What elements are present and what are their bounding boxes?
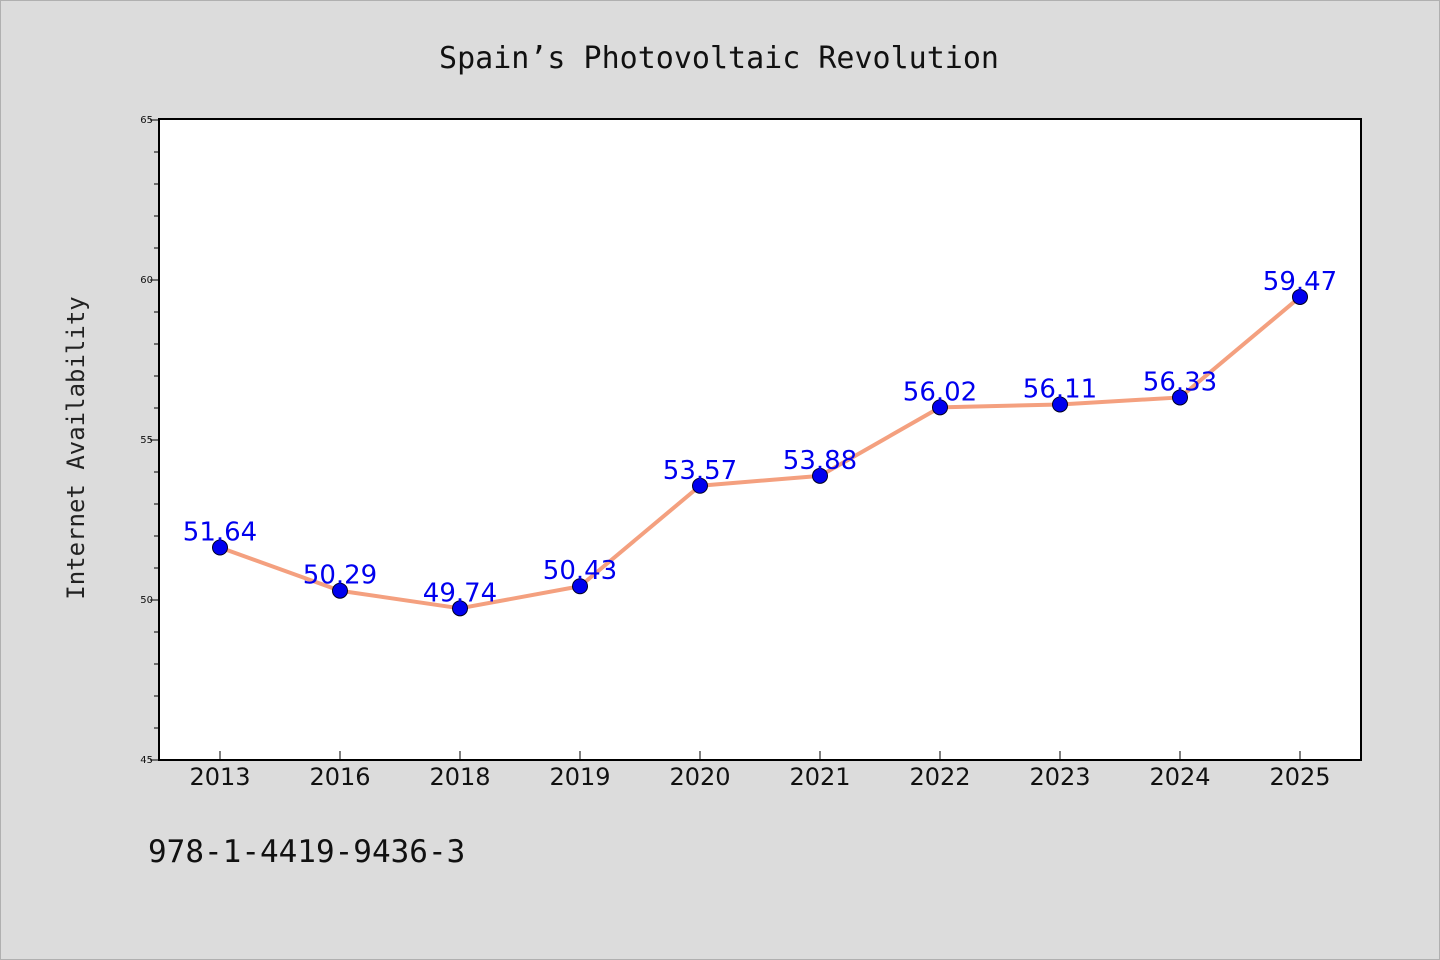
data-label: 49.74: [423, 578, 497, 608]
x-tick-label: 2023: [1029, 763, 1090, 791]
chart-title: Spain’s Photovoltaic Revolution: [439, 41, 999, 76]
data-label: 56.02: [903, 377, 977, 407]
data-points: [212, 288, 1308, 617]
y-tick-labels: 45 50 55 60 65: [140, 115, 153, 766]
data-point: [812, 467, 828, 484]
data-label: 56.33: [1143, 367, 1217, 397]
data-label: 56.11: [1023, 374, 1097, 404]
data-labels: 51.64 50.29 49.74 50.43 53.57 53.88 56.02 56.11…: [183, 267, 1337, 608]
data-label: 50.43: [543, 556, 617, 586]
y-tick-label: 55: [140, 435, 153, 446]
y-tick-label: 65: [140, 115, 153, 126]
x-tick-label: 2019: [549, 763, 610, 791]
data-point: [1292, 288, 1308, 305]
data-point: [692, 477, 708, 494]
axis-ticks: [150, 119, 1301, 761]
data-point: [452, 600, 468, 617]
y-tick-label: 50: [140, 595, 153, 606]
series-line-layer: [218, 294, 1302, 611]
data-label: 53.57: [663, 456, 737, 486]
data-point: [332, 582, 348, 599]
data-point: [572, 578, 588, 595]
x-tick-labels: 2013 2016 2018 2019 2020 2021 2022 2023 2024 2025: [189, 763, 1330, 791]
y-axis-label: Internet Availability: [62, 296, 90, 599]
x-tick-label: 2021: [789, 763, 850, 791]
plot-area: [158, 118, 1362, 761]
x-tick-label: 2013: [189, 763, 250, 791]
data-label: 59.47: [1263, 267, 1337, 297]
x-tick-label: 2022: [909, 763, 970, 791]
x-tick-label: 2016: [309, 763, 370, 791]
data-label: 53.88: [783, 446, 857, 476]
isbn-code: 978-1-4419-9436-3: [148, 834, 466, 870]
x-tick-label: 2024: [1149, 763, 1210, 791]
y-tick-label: 60: [140, 275, 153, 286]
x-tick-label: 2018: [429, 763, 490, 791]
data-point: [212, 539, 228, 556]
data-point: [1052, 396, 1068, 413]
data-point: [932, 399, 948, 416]
series-line: [218, 294, 1302, 611]
x-tick-label: 2020: [669, 763, 730, 791]
data-label: 51.64: [183, 518, 257, 548]
x-tick-label: 2025: [1269, 763, 1330, 791]
y-tick-label: 45: [140, 755, 153, 766]
data-label: 50.29: [303, 561, 377, 591]
data-point: [1172, 389, 1188, 406]
